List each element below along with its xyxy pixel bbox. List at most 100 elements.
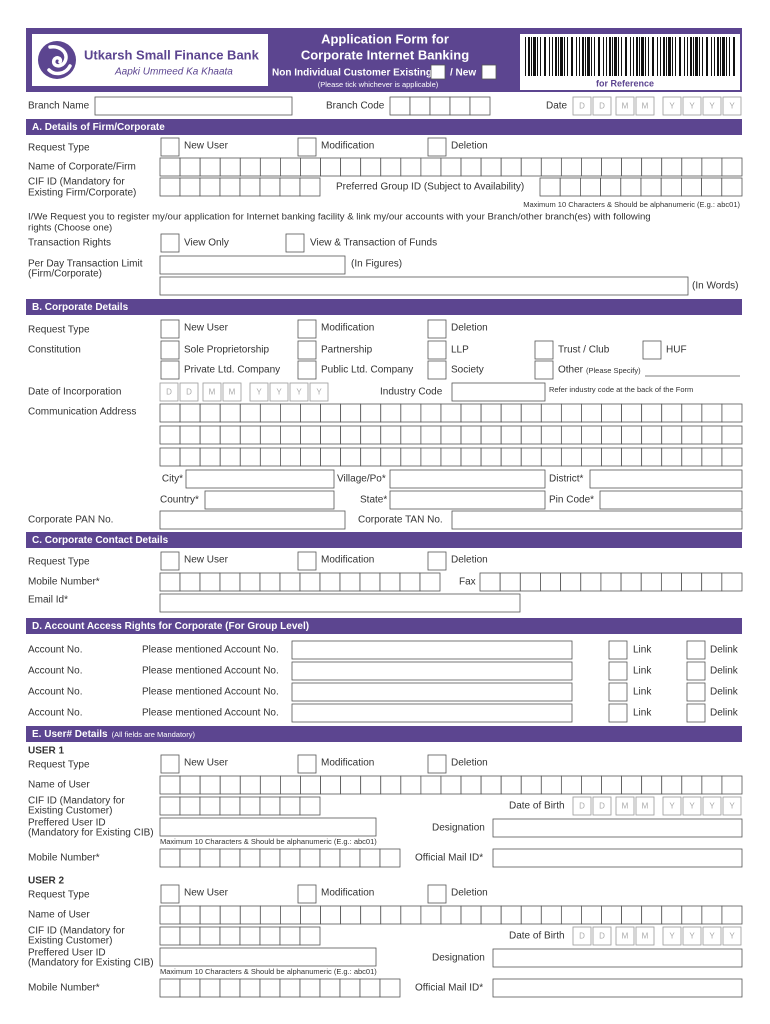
char-cell[interactable] bbox=[449, 96, 471, 116]
char-cell[interactable] bbox=[299, 572, 321, 592]
char-cell[interactable] bbox=[500, 425, 522, 445]
text-field[interactable] bbox=[159, 947, 377, 967]
char-cell[interactable] bbox=[520, 425, 542, 445]
char-cell[interactable] bbox=[581, 775, 602, 795]
char-cell[interactable] bbox=[520, 447, 542, 467]
char-cell[interactable] bbox=[219, 926, 241, 946]
char-cell[interactable] bbox=[480, 905, 502, 925]
char-cell[interactable] bbox=[179, 403, 201, 423]
checkbox[interactable] bbox=[297, 319, 317, 339]
char-cell[interactable] bbox=[460, 775, 482, 795]
char-cell[interactable] bbox=[320, 403, 342, 423]
char-cell[interactable] bbox=[520, 905, 542, 925]
char-cell[interactable] bbox=[320, 775, 342, 795]
checkbox[interactable] bbox=[160, 233, 180, 253]
char-cell[interactable] bbox=[179, 157, 201, 177]
char-cell[interactable] bbox=[560, 403, 582, 423]
char-cell[interactable] bbox=[380, 905, 402, 925]
char-cell[interactable] bbox=[560, 905, 582, 925]
checkbox[interactable] bbox=[160, 319, 180, 339]
char-cell[interactable] bbox=[259, 848, 281, 868]
char-cell[interactable] bbox=[259, 403, 281, 423]
char-cell[interactable] bbox=[219, 905, 241, 925]
char-cell[interactable] bbox=[340, 157, 362, 177]
checkbox[interactable] bbox=[297, 884, 317, 904]
char-cell[interactable] bbox=[199, 403, 221, 423]
checkbox[interactable] bbox=[430, 64, 446, 80]
char-cell[interactable] bbox=[300, 425, 321, 445]
char-cell[interactable] bbox=[721, 157, 743, 177]
text-field[interactable] bbox=[291, 661, 573, 681]
char-cell[interactable] bbox=[159, 905, 181, 925]
date-cell[interactable] bbox=[615, 926, 635, 946]
char-cell[interactable] bbox=[179, 926, 201, 946]
date-cell[interactable] bbox=[635, 796, 655, 816]
char-cell[interactable] bbox=[641, 447, 663, 467]
char-cell[interactable] bbox=[480, 775, 502, 795]
char-cell[interactable] bbox=[219, 425, 241, 445]
char-cell[interactable] bbox=[199, 572, 221, 592]
char-cell[interactable] bbox=[540, 572, 562, 592]
checkbox[interactable] bbox=[160, 884, 180, 904]
char-cell[interactable] bbox=[340, 447, 362, 467]
date-cell[interactable] bbox=[615, 796, 635, 816]
date-cell[interactable] bbox=[702, 796, 722, 816]
date-cell[interactable] bbox=[222, 382, 242, 402]
char-cell[interactable] bbox=[621, 425, 643, 445]
char-cell[interactable] bbox=[159, 157, 181, 177]
date-cell[interactable] bbox=[662, 796, 682, 816]
char-cell[interactable] bbox=[339, 848, 361, 868]
char-cell[interactable] bbox=[299, 796, 321, 816]
char-cell[interactable] bbox=[661, 157, 683, 177]
checkbox[interactable] bbox=[160, 137, 180, 157]
char-cell[interactable] bbox=[560, 775, 582, 795]
char-cell[interactable] bbox=[199, 905, 221, 925]
date-cell[interactable] bbox=[722, 96, 742, 116]
char-cell[interactable] bbox=[280, 157, 301, 177]
char-cell[interactable] bbox=[219, 775, 241, 795]
char-cell[interactable] bbox=[469, 96, 491, 116]
char-cell[interactable] bbox=[681, 177, 703, 197]
char-cell[interactable] bbox=[660, 177, 682, 197]
char-cell[interactable] bbox=[500, 905, 522, 925]
date-cell[interactable] bbox=[592, 796, 612, 816]
checkbox[interactable] bbox=[427, 754, 447, 774]
char-cell[interactable] bbox=[279, 572, 301, 592]
char-cell[interactable] bbox=[420, 905, 442, 925]
char-cell[interactable] bbox=[581, 447, 602, 467]
char-cell[interactable] bbox=[560, 157, 582, 177]
char-cell[interactable] bbox=[400, 425, 422, 445]
char-cell[interactable] bbox=[239, 775, 261, 795]
char-cell[interactable] bbox=[179, 978, 201, 998]
char-cell[interactable] bbox=[239, 403, 261, 423]
date-cell[interactable] bbox=[572, 96, 592, 116]
char-cell[interactable] bbox=[380, 447, 402, 467]
date-cell[interactable] bbox=[662, 926, 682, 946]
char-cell[interactable] bbox=[320, 157, 342, 177]
char-cell[interactable] bbox=[159, 796, 181, 816]
char-cell[interactable] bbox=[620, 572, 642, 592]
char-cell[interactable] bbox=[701, 775, 723, 795]
char-cell[interactable] bbox=[199, 775, 221, 795]
char-cell[interactable] bbox=[721, 905, 743, 925]
checkbox[interactable] bbox=[686, 640, 706, 660]
char-cell[interactable] bbox=[581, 425, 602, 445]
char-cell[interactable] bbox=[429, 96, 451, 116]
char-cell[interactable] bbox=[259, 796, 281, 816]
char-cell[interactable] bbox=[500, 403, 522, 423]
char-cell[interactable] bbox=[581, 403, 602, 423]
char-cell[interactable] bbox=[641, 775, 663, 795]
char-cell[interactable] bbox=[540, 403, 562, 423]
char-cell[interactable] bbox=[320, 425, 342, 445]
char-cell[interactable] bbox=[480, 403, 502, 423]
char-cell[interactable] bbox=[280, 403, 301, 423]
char-cell[interactable] bbox=[219, 157, 241, 177]
char-cell[interactable] bbox=[219, 848, 241, 868]
char-cell[interactable] bbox=[520, 403, 542, 423]
date-cell[interactable] bbox=[682, 96, 702, 116]
char-cell[interactable] bbox=[540, 775, 562, 795]
char-cell[interactable] bbox=[701, 905, 723, 925]
char-cell[interactable] bbox=[420, 447, 442, 467]
char-cell[interactable] bbox=[701, 572, 723, 592]
char-cell[interactable] bbox=[239, 905, 261, 925]
